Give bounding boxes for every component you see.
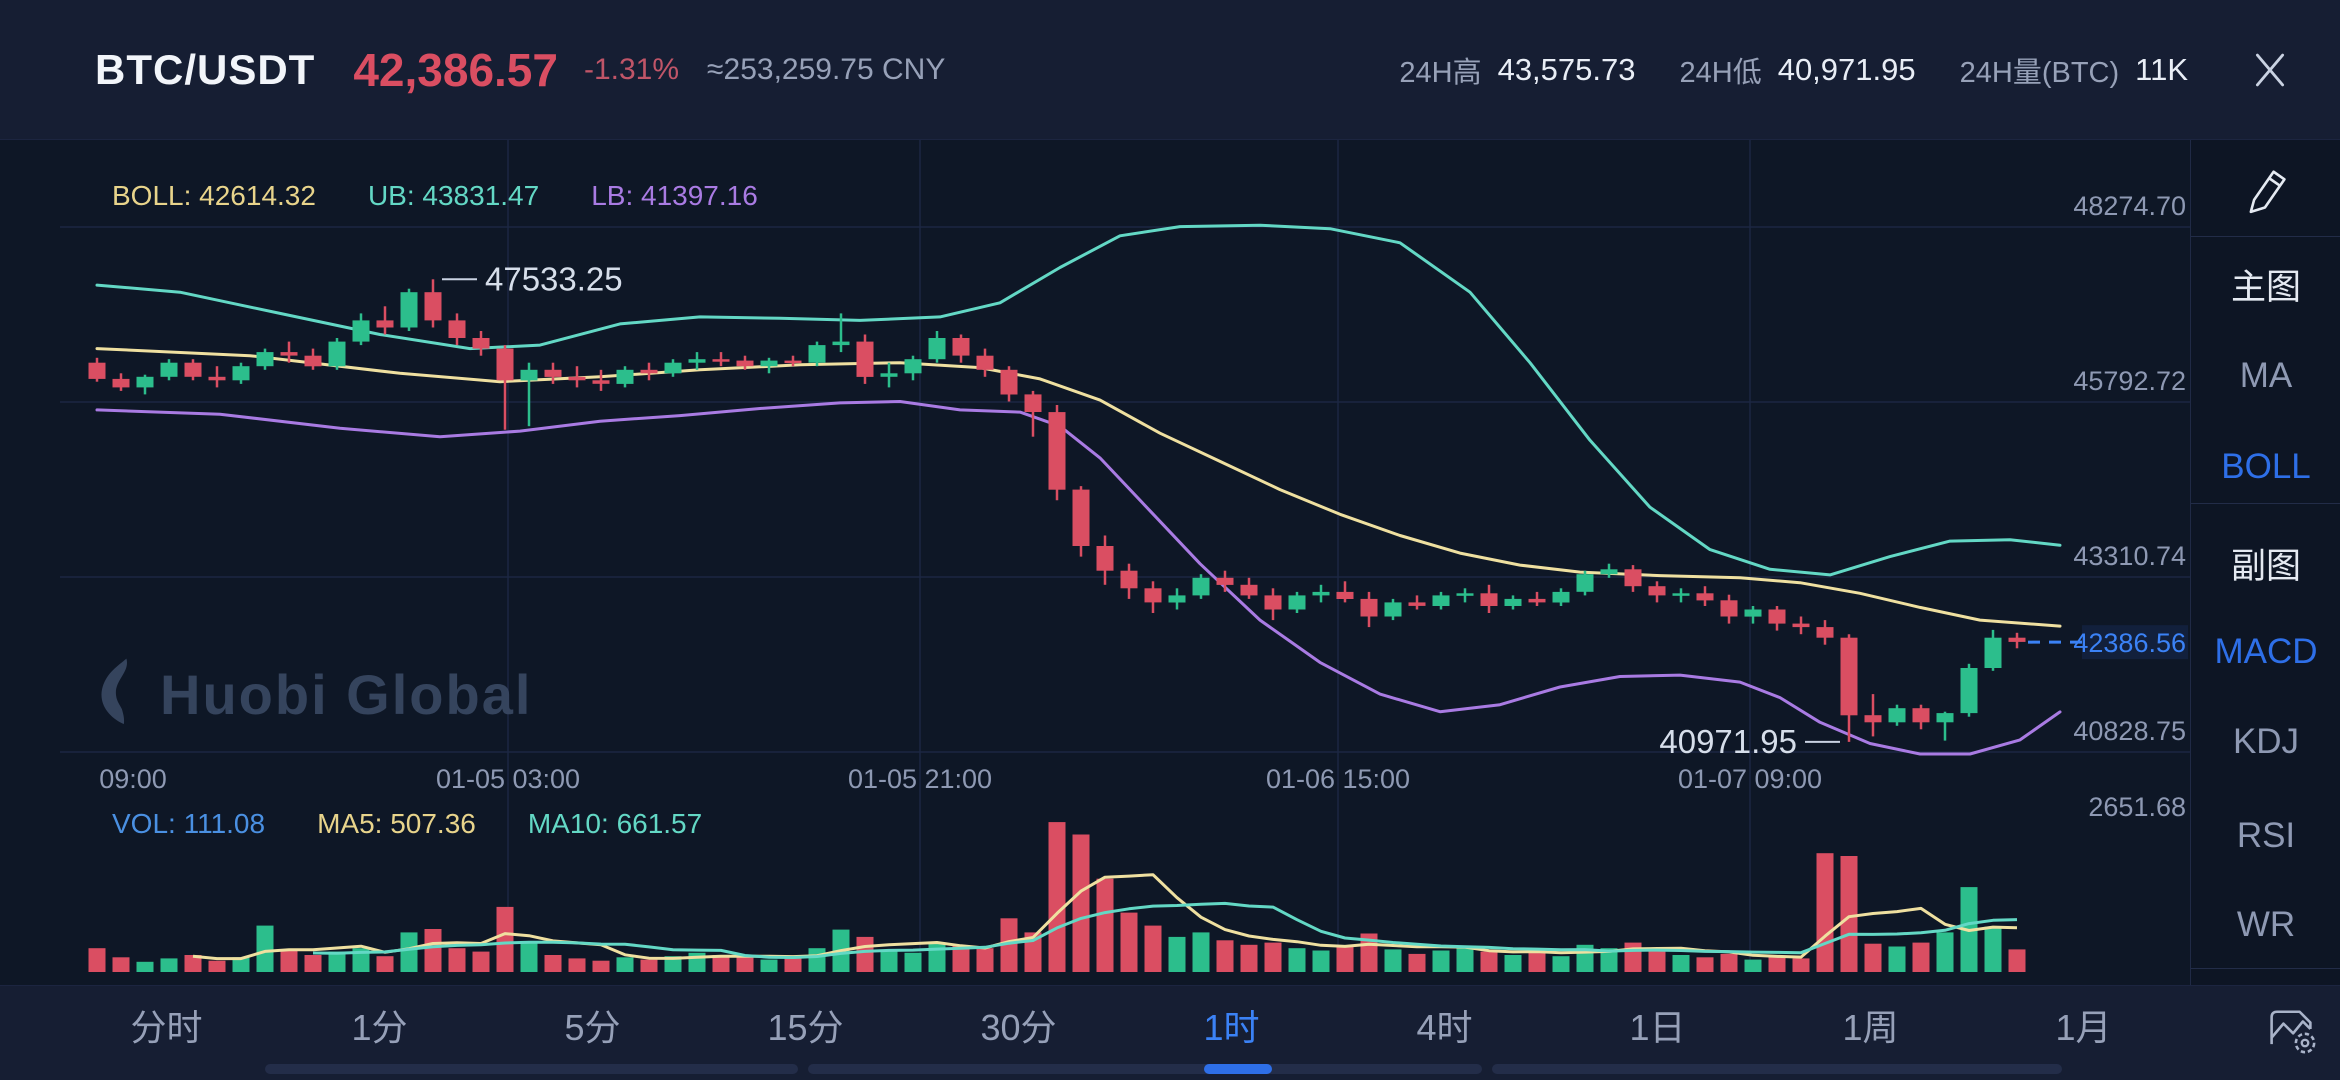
price-change-percent: -1.31% bbox=[583, 52, 680, 86]
sidebar-divider bbox=[2191, 968, 2340, 969]
tab-5分[interactable]: 5分 bbox=[564, 1007, 621, 1048]
tab-1分[interactable]: 1分 bbox=[351, 1007, 408, 1048]
high-annotation: 47533.25 bbox=[485, 260, 623, 297]
sidebar-item-主图[interactable]: 主图 bbox=[2230, 267, 2301, 307]
current-price-line: 42386.56 bbox=[2028, 625, 2188, 660]
svg-text:01-06 15:00: 01-06 15:00 bbox=[1266, 764, 1410, 794]
close-icon[interactable] bbox=[2240, 40, 2300, 100]
indicator-value: MA10: 661.57 bbox=[527, 808, 703, 839]
stat-label: 24H量(BTC) bbox=[1959, 56, 2120, 89]
svg-text:01-05 21:00: 01-05 21:00 bbox=[848, 764, 992, 794]
stat-24h-0: 24H高 43,575.73 bbox=[1399, 49, 1635, 91]
tab-4时[interactable]: 4时 bbox=[1416, 1007, 1473, 1048]
volume-ma10-line bbox=[312, 901, 2018, 959]
header: BTC/USDT 42,386.57 -1.31% ≈253,259.75 CN… bbox=[0, 0, 2340, 140]
band-middle bbox=[95, 347, 2062, 628]
boll-indicator-readout: BOLL: 42614.32 UB: 43831.47 LB: 41397.16 bbox=[112, 180, 810, 212]
sidebar-item-副图[interactable]: 副图 bbox=[2230, 546, 2301, 586]
stat-24h-2: 24H量(BTC) 11K bbox=[1960, 49, 2188, 91]
sidebar-item-WR[interactable]: WR bbox=[2236, 905, 2296, 944]
sidebar: 主图 MA BOLL 副图 MACD KDJ RSI WR bbox=[2190, 140, 2340, 985]
candlestick-chart[interactable]: 42386.56 47533.25 40971.95 48274.70 45792.72… bbox=[0, 140, 2190, 985]
sidebar-item-KDJ[interactable]: KDJ bbox=[2232, 722, 2300, 761]
current-price-label: 42386.56 bbox=[2073, 628, 2186, 658]
band-upper bbox=[95, 223, 2062, 577]
svg-text:45792.72: 45792.72 bbox=[2073, 366, 2186, 396]
sidebar-item-RSI[interactable]: RSI bbox=[2236, 816, 2296, 855]
sidebar-item-MA[interactable]: MA bbox=[2239, 356, 2293, 395]
header-24h-stats: 24H高 43,575.73 24H低 40,971.95 24H量(BTC) 11K bbox=[1355, 49, 2188, 91]
sidebar-divider bbox=[2191, 503, 2340, 504]
gridlines bbox=[60, 140, 2190, 972]
price-annotations: 47533.25 40971.95 bbox=[442, 260, 1840, 760]
candles bbox=[88, 279, 2026, 742]
stat-label: 24H低 bbox=[1679, 56, 1762, 89]
chart-settings-icon[interactable] bbox=[2258, 998, 2324, 1060]
fiat-equivalent: ≈253,259.75 CNY bbox=[707, 52, 946, 86]
stat-24h-1: 24H低 40,971.95 bbox=[1680, 49, 1916, 91]
chart-area: 42386.56 47533.25 40971.95 48274.70 45792.72… bbox=[0, 140, 2190, 985]
volume-indicator-readout: VOL: 111.08 MA5: 507.36 MA10: 661.57 bbox=[112, 808, 754, 840]
time-axis-labels: 09:00 01-05 03:00 01-05 21:00 01-06 15:00 01… bbox=[99, 764, 1822, 794]
low-annotation: 40971.95 bbox=[1659, 723, 1797, 760]
price-axis-labels: 48274.70 45792.72 43310.74 40828.75 2651.68 bbox=[2073, 191, 2186, 822]
tab-15分[interactable]: 15分 bbox=[767, 1007, 844, 1048]
indicator-value: UB: 43831.47 bbox=[367, 180, 540, 211]
scroll-thumb[interactable] bbox=[1204, 1064, 1272, 1074]
interval-tabs: 分时 1分 5分 15分 30分 1时 4时 1日 1周 1月 bbox=[60, 994, 2190, 1056]
stat-label: 24H高 bbox=[1399, 56, 1482, 89]
scroll-track[interactable] bbox=[0, 1064, 2340, 1074]
tab-1月[interactable]: 1月 bbox=[2055, 1007, 2112, 1048]
last-price: 42,386.57 bbox=[353, 43, 558, 96]
pair-title: BTC/USDT bbox=[95, 45, 316, 93]
tab-分时[interactable]: 分时 bbox=[130, 1007, 203, 1048]
band-lower bbox=[95, 400, 2062, 756]
svg-text:09:00: 09:00 bbox=[99, 764, 167, 794]
stat-value: 11K bbox=[2135, 51, 2188, 87]
pencil-icon[interactable] bbox=[2191, 140, 2340, 237]
indicator-value: VOL: 111.08 bbox=[112, 808, 266, 839]
tab-1时[interactable]: 1时 bbox=[1203, 1007, 1260, 1048]
volume-bars bbox=[88, 822, 2026, 972]
tab-30分[interactable]: 30分 bbox=[980, 1007, 1057, 1048]
svg-text:48274.70: 48274.70 bbox=[2073, 191, 2186, 221]
svg-text:40828.75: 40828.75 bbox=[2073, 716, 2186, 746]
interval-tabbar: 分时 1分 5分 15分 30分 1时 4时 1日 1周 1月 bbox=[0, 985, 2340, 1080]
tab-1周[interactable]: 1周 bbox=[1842, 1007, 1899, 1048]
svg-text:01-07 09:00: 01-07 09:00 bbox=[1678, 764, 1822, 794]
sidebar-item-MACD[interactable]: MACD bbox=[2214, 632, 2318, 671]
sidebar-item-BOLL[interactable]: BOLL bbox=[2221, 447, 2311, 486]
tab-1日[interactable]: 1日 bbox=[1629, 1007, 1686, 1048]
bollinger-bands bbox=[95, 223, 2062, 756]
volume-axis-max: 2651.68 bbox=[2088, 792, 2186, 822]
svg-text:01-05 03:00: 01-05 03:00 bbox=[436, 764, 580, 794]
stat-value: 43,575.73 bbox=[1497, 51, 1636, 87]
svg-text:43310.74: 43310.74 bbox=[2073, 541, 2186, 571]
stat-value: 40,971.95 bbox=[1777, 51, 1916, 87]
indicator-value: LB: 41397.16 bbox=[591, 180, 758, 211]
indicator-value: MA5: 507.36 bbox=[317, 808, 476, 839]
indicator-value: BOLL: 42614.32 bbox=[112, 180, 316, 211]
